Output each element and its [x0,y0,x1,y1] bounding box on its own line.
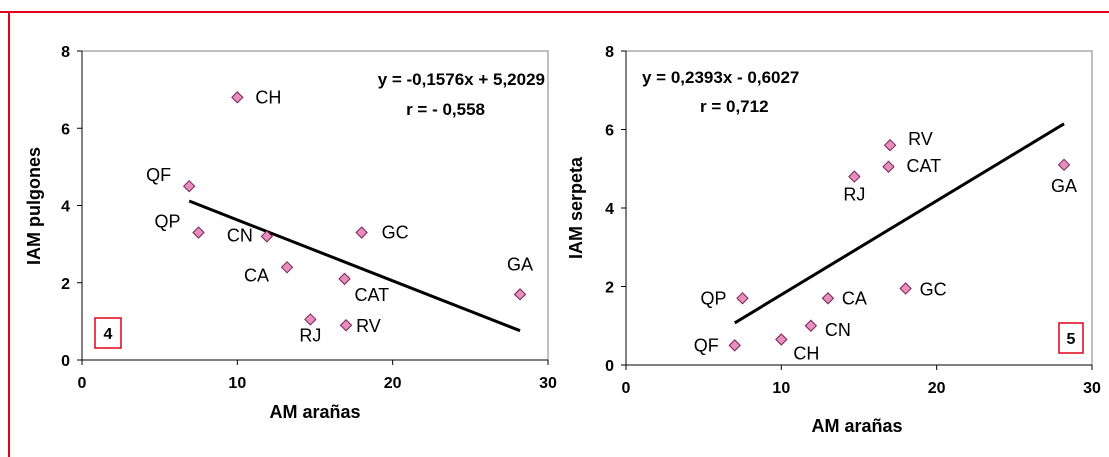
point-label-gc: GC [920,279,947,299]
figure-frame-left-border [8,11,10,457]
data-point-gc [355,226,368,239]
data-point-ch [231,91,244,104]
data-point-cn [804,319,818,332]
x-tick-label: 30 [539,375,557,392]
data-point-ga [1057,158,1071,172]
x-tick-label: 0 [78,375,87,392]
plot-area-border [625,50,1093,366]
y-tick-label: 0 [61,353,70,370]
x-tick-label: 20 [384,375,402,392]
y-tick-label: 6 [605,123,614,140]
data-point-ch [775,333,788,346]
point-label-qf: QF [146,165,171,185]
y-tick-label: 6 [61,121,70,138]
point-label-ch: CH [793,343,819,363]
point-label-rv: RV [356,316,381,336]
y-axis-label: IAM serpeta [566,156,586,259]
y-tick-label: 8 [605,44,614,61]
point-label-ga: GA [1051,176,1077,196]
y-tick-label: 2 [61,276,70,293]
panel-label-box [94,317,122,349]
panel-label-box [1058,322,1084,354]
data-point-gc [899,282,912,295]
point-label-rv: RV [908,129,933,149]
figure-frame-top-border [0,11,1109,13]
chart-1: 0 2 4 6 8 0 10 20 30 AM arañas IAM pulgones y = -0,… [24,44,557,422]
data-point-rv [339,319,353,332]
panel-label: 5 [1067,331,1076,348]
point-label-cn: CN [825,320,851,340]
point-label-qp: QP [700,288,726,308]
y-tick-label: 8 [61,44,70,61]
point-label-ch: CH [255,87,281,107]
trendline [733,122,1065,325]
point-label-qp: QP [154,212,180,232]
data-point-qf [182,179,196,193]
data-point-rj [848,170,861,183]
point-label-rj: RJ [843,185,865,205]
data-point-qf [728,339,741,352]
panel-label: 4 [104,326,113,343]
point-label-gc: GC [382,223,409,243]
y-tick-label: 0 [605,358,614,375]
point-label-cat: CAT [907,156,942,176]
x-tick-label: 20 [928,380,946,397]
point-label-ga: GA [507,254,533,274]
data-point-cat [338,272,351,286]
x-axis-label: AM arañas [811,416,902,436]
point-label-rj: RJ [299,325,321,345]
regression-equation: y = -0,1576x + 5,2029 [378,70,545,89]
x-tick-label: 10 [228,375,246,392]
data-point-ca [280,261,294,274]
x-tick-label: 0 [622,380,631,397]
correlation-coefficient: r = - 0,558 [406,100,485,119]
data-point-cn [260,230,274,243]
y-tick-label: 4 [61,199,70,216]
y-tick-label: 4 [605,201,614,218]
point-label-cn: CN [227,225,253,245]
data-point-ca [821,292,835,305]
data-point-qp [736,292,749,305]
y-axis-label: IAM pulgones [24,147,44,265]
trendline [188,199,521,333]
data-point-qp [192,226,205,239]
x-tick-label: 10 [772,380,790,397]
data-point-cat [882,160,895,173]
data-point-rj [304,313,317,326]
x-axis-label: AM arañas [269,402,360,422]
regression-equation: y = 0,2393x - 0,6027 [642,68,799,87]
correlation-coefficient: r = 0,712 [700,97,769,116]
point-label-qf: QF [694,335,719,355]
data-point-ga [513,288,527,301]
point-label-cat: CAT [355,285,390,305]
x-tick-label: 30 [1083,380,1101,397]
chart-2: 0 2 4 6 8 0 10 20 30 AM arañas IAM serpeta y = 0,23… [566,44,1101,436]
data-point-rv [883,138,897,152]
y-tick-label: 2 [605,280,614,297]
point-label-ca: CA [244,265,269,285]
point-label-ca: CA [842,288,867,308]
